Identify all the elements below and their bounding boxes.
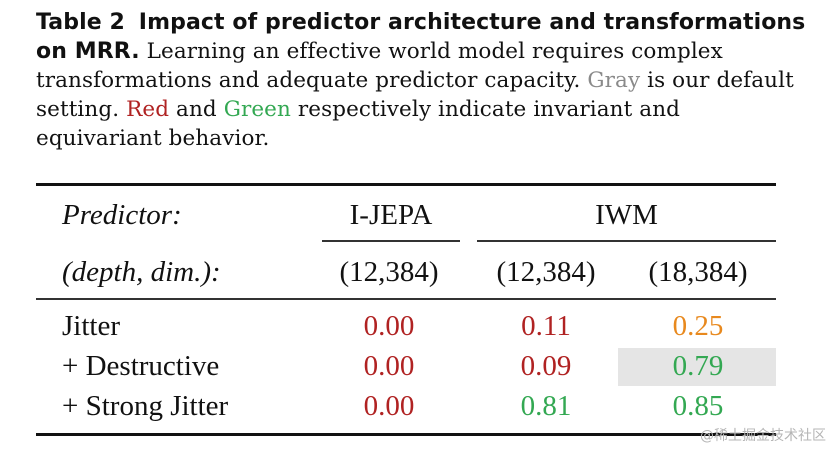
row-label: + Destructive (62, 350, 220, 382)
row-label: Jitter (62, 310, 120, 342)
table-cell: 0.81 (520, 390, 572, 422)
caption-sentence-2: is our default setting. (36, 68, 794, 122)
table-caption: Table 2 Impact of predictor architecture… (36, 8, 806, 153)
default-setting-highlight (618, 348, 776, 386)
header-ijepa: I-JEPA (349, 199, 433, 231)
header-bottom-rule (36, 298, 776, 300)
iwm-group-rule (477, 240, 776, 242)
table-cell: 0.85 (672, 390, 724, 422)
table-cell: 0.25 (672, 310, 724, 342)
table-cell: 0.00 (363, 350, 415, 382)
row-label: + Strong Jitter (62, 390, 229, 422)
caption-green-word: Green (223, 97, 291, 122)
caption-sentence-1: Learning an effective world model requir… (36, 39, 723, 93)
table-cell: 0.09 (520, 350, 572, 382)
table-cell: 0.11 (521, 310, 571, 342)
caption-sentence-3: respectively indicate invariant and equi… (36, 97, 681, 151)
table-cell: 0.79 (672, 350, 724, 382)
ijepa-group-rule (322, 240, 460, 242)
table-bottom-rule (36, 433, 776, 436)
header-predictor-label: Predictor: (62, 199, 182, 231)
caption-and-word: and (176, 97, 217, 122)
header-iwm: IWM (595, 199, 658, 231)
watermark: @稀土掘金技术社区 (700, 428, 826, 444)
table-top-rule (36, 183, 776, 186)
header-col-1: (12,384) (339, 256, 439, 288)
caption-label: Table 2 (36, 10, 125, 35)
caption-title: Impact of predictor architecture and tra… (36, 10, 806, 64)
header-col-3: (18,384) (648, 256, 748, 288)
header-col-2: (12,384) (496, 256, 596, 288)
caption-red-word: Red (126, 97, 170, 122)
header-depth-dim-label: (depth, dim.): (62, 256, 221, 288)
table-cell: 0.00 (363, 390, 415, 422)
table-cell: 0.00 (363, 310, 415, 342)
caption-gray-word: Gray (587, 68, 641, 93)
